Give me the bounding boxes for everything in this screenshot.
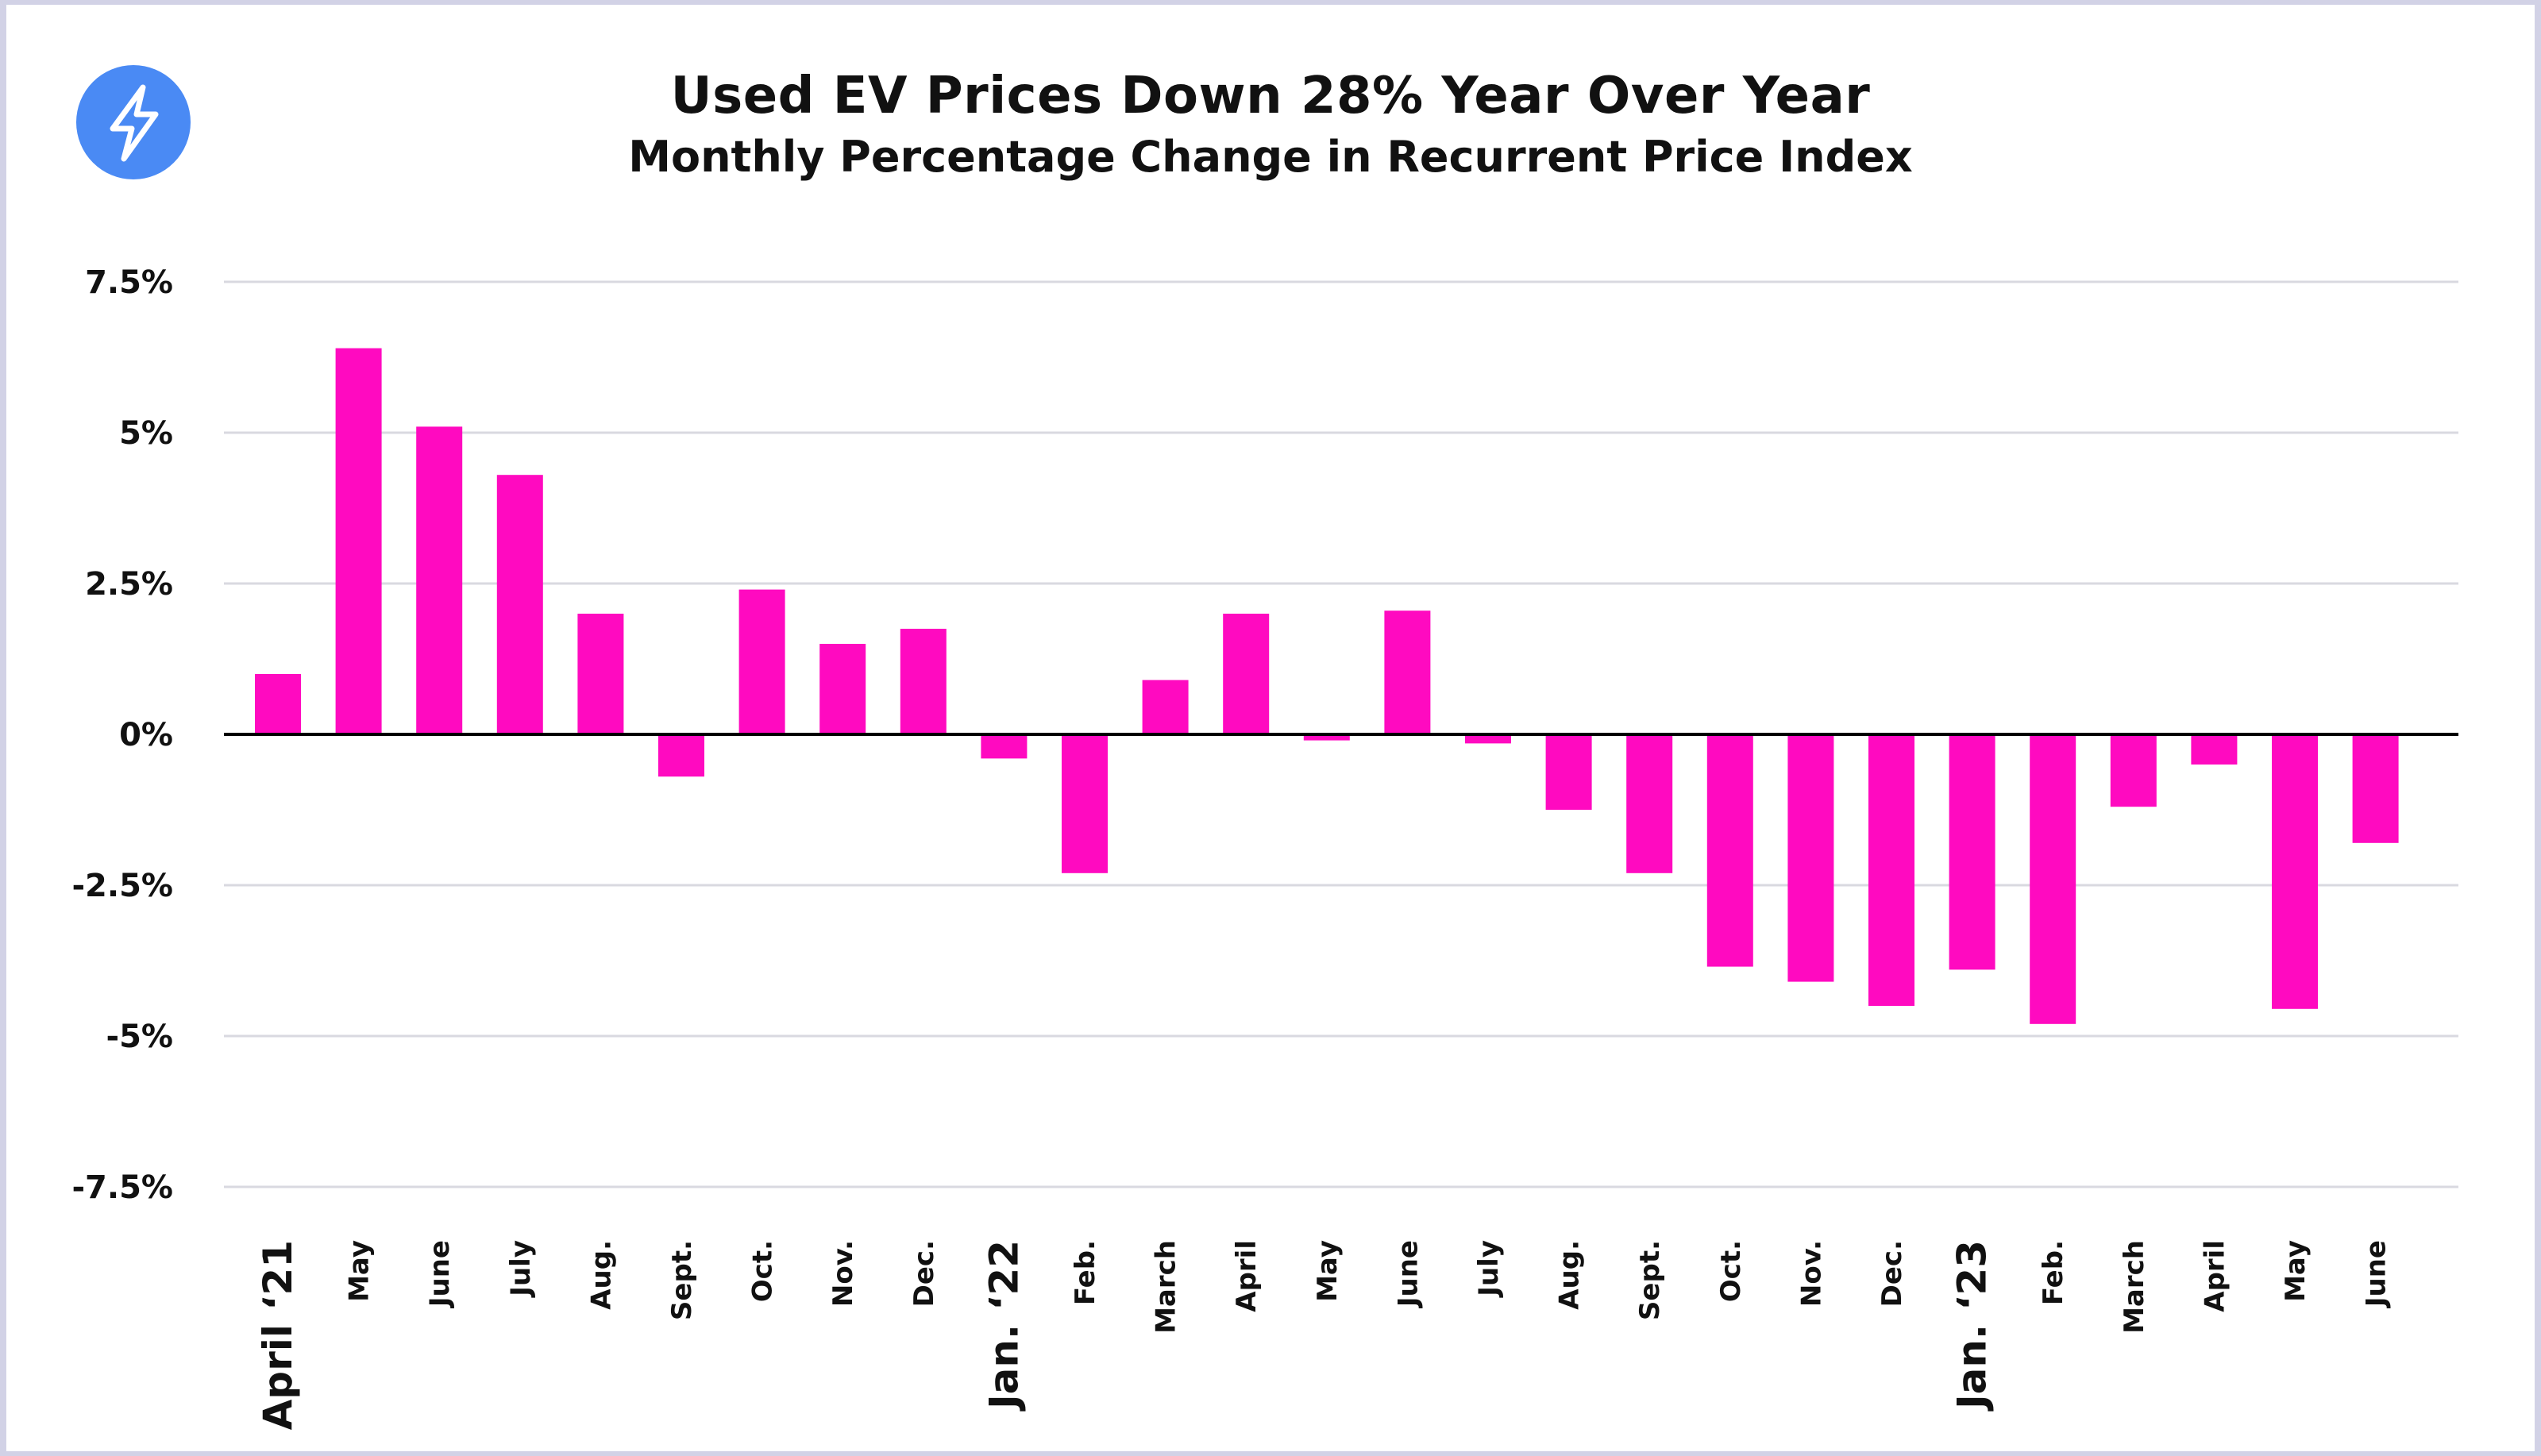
x-tick-label: Feb. bbox=[2038, 1240, 2069, 1305]
y-tick-label: -2.5% bbox=[71, 868, 173, 904]
bar bbox=[2030, 734, 2076, 1024]
bar bbox=[1223, 614, 1270, 734]
x-tick-label: June bbox=[1392, 1240, 1424, 1308]
x-tick-label: July bbox=[1473, 1240, 1505, 1298]
x-tick-label: Nov. bbox=[827, 1240, 859, 1307]
x-tick-label: June bbox=[2361, 1240, 2393, 1308]
x-tick-label: Oct. bbox=[747, 1240, 779, 1302]
bar bbox=[255, 674, 301, 734]
x-tick-label: Feb. bbox=[1070, 1240, 1101, 1305]
bar bbox=[1303, 734, 1350, 741]
bar bbox=[577, 614, 624, 734]
bar bbox=[819, 644, 866, 734]
x-tick-label: Nov. bbox=[1795, 1240, 1827, 1307]
y-tick-label: -5% bbox=[106, 1019, 173, 1055]
bar bbox=[658, 734, 704, 777]
bars bbox=[255, 348, 2399, 1024]
x-tick-label: May bbox=[344, 1240, 376, 1302]
x-tick-label: Jan. ‘22 bbox=[981, 1240, 1027, 1412]
x-tick-label: Dec. bbox=[908, 1240, 940, 1307]
x-axis-labels: April ‘21 May June July Aug. Sept. Oct. Nov. Dec… bbox=[255, 1240, 2393, 1430]
x-tick-label: March bbox=[1151, 1240, 1182, 1334]
x-tick-label: July bbox=[505, 1240, 537, 1298]
x-tick-label: Oct. bbox=[1715, 1240, 1747, 1302]
bar bbox=[1626, 734, 1673, 873]
y-tick-label: -7.5% bbox=[71, 1169, 173, 1206]
bar bbox=[496, 475, 543, 734]
x-tick-label: Sept. bbox=[666, 1240, 698, 1320]
chart-title: Used EV Prices Down 28% Year Over Year bbox=[670, 67, 1871, 125]
chart-subtitle: Monthly Percentage Change in Recurrent P… bbox=[628, 132, 1913, 182]
x-tick-label: April bbox=[2199, 1240, 2231, 1312]
bar bbox=[1545, 734, 1592, 810]
bar bbox=[2191, 734, 2238, 765]
bar bbox=[981, 734, 1028, 759]
grid-lines bbox=[224, 280, 2458, 1188]
x-tick-label: Dec. bbox=[1876, 1240, 1908, 1307]
bar bbox=[900, 629, 947, 734]
y-tick-label: 2.5% bbox=[85, 566, 173, 603]
bar bbox=[1142, 680, 1189, 734]
x-tick-label: April bbox=[1231, 1240, 1263, 1312]
y-tick-label: 7.5% bbox=[85, 264, 173, 301]
bar bbox=[1706, 734, 1753, 967]
y-axis-labels: 7.5% 5% 2.5% 0% -2.5% -5% -7.5% bbox=[71, 264, 173, 1206]
bar bbox=[2272, 734, 2318, 1009]
x-tick-label: Jan. ‘23 bbox=[1949, 1240, 1995, 1412]
y-tick-label: 0% bbox=[119, 717, 173, 753]
x-tick-label: March bbox=[2119, 1240, 2150, 1334]
bar bbox=[2110, 734, 2157, 807]
x-tick-label: Aug. bbox=[585, 1240, 617, 1310]
bar bbox=[738, 589, 785, 734]
bar bbox=[335, 348, 382, 734]
bar bbox=[1465, 734, 1511, 744]
x-tick-label: June bbox=[424, 1240, 456, 1308]
x-tick-label: May bbox=[2280, 1240, 2312, 1302]
bar bbox=[2352, 734, 2399, 843]
x-tick-label: Aug. bbox=[1554, 1240, 1586, 1310]
bar bbox=[1949, 734, 1995, 970]
bar bbox=[1787, 734, 1834, 982]
y-tick-label: 5% bbox=[119, 415, 173, 452]
x-tick-label: May bbox=[1312, 1240, 1344, 1302]
logo bbox=[76, 65, 191, 179]
bar bbox=[416, 426, 463, 734]
bar bbox=[1868, 734, 1914, 1006]
x-tick-label: April ‘21 bbox=[255, 1240, 301, 1430]
x-tick-label: Sept. bbox=[1634, 1240, 1666, 1320]
bar bbox=[1062, 734, 1108, 873]
bar bbox=[1384, 611, 1431, 734]
lightning-bolt-icon bbox=[110, 84, 159, 162]
